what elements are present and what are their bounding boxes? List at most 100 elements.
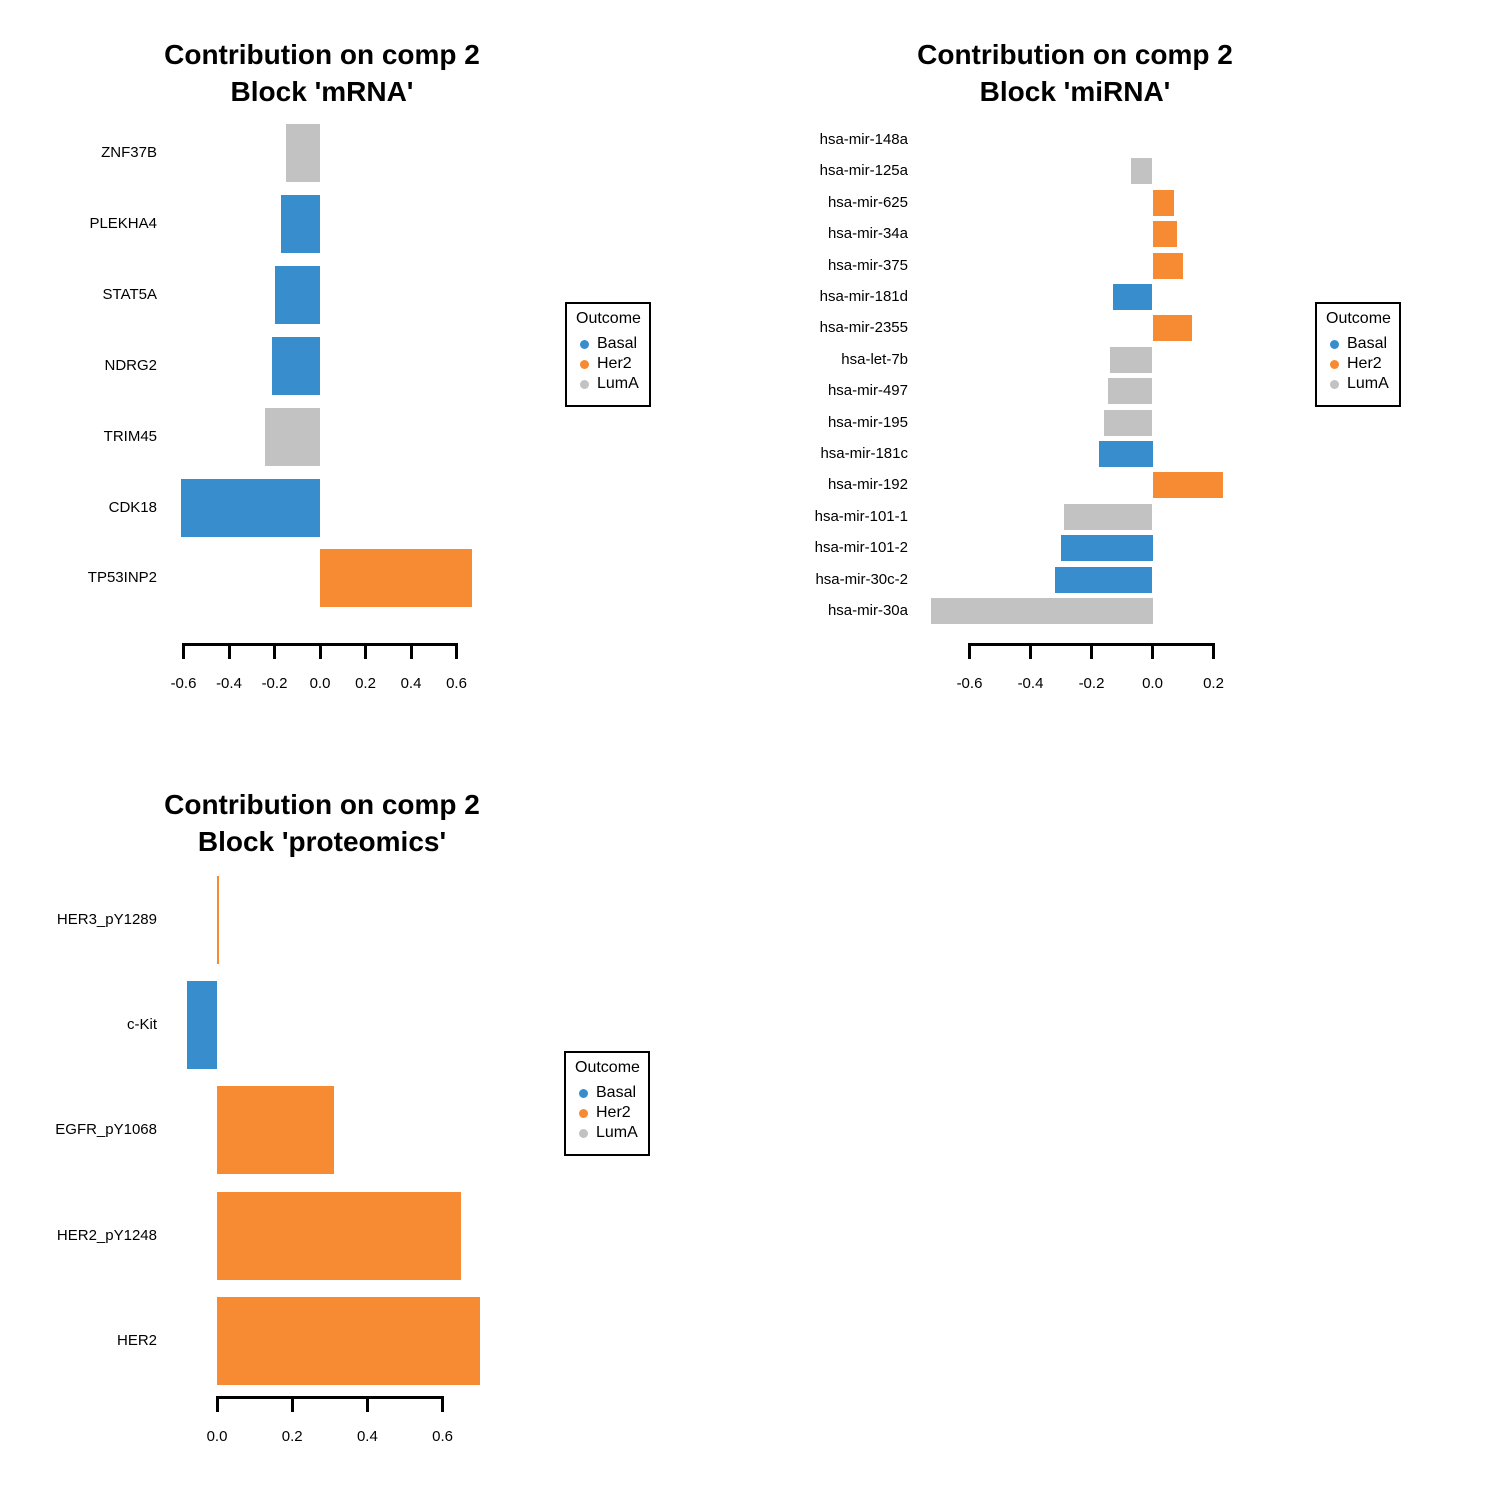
category-label: TRIM45	[103, 427, 157, 445]
legend-items: Basal Her2 LumA	[567, 334, 649, 394]
legend-proteomics: Outcome Basal Her2 LumA	[564, 1051, 650, 1156]
category-label: HER3_pY1289	[56, 911, 157, 928]
bar-hsa-mir-497	[1108, 378, 1153, 405]
legend-item-label: Her2	[596, 1104, 631, 1121]
basal-dot	[579, 1088, 588, 1098]
legend-item-label: Basal	[597, 335, 638, 352]
x-axis-tick-label: -0.4	[216, 675, 242, 692]
category-label: STAT5A	[102, 285, 157, 303]
category-label: PLEKHA4	[89, 214, 157, 232]
x-axis-tick-label: -0.4	[1017, 675, 1044, 692]
x-axis-tick-label: -0.6	[170, 675, 197, 692]
category-label: hsa-mir-101-1	[814, 507, 908, 525]
x-axis-tick	[409, 643, 413, 659]
her2-dot	[1330, 359, 1339, 369]
chart-title-line1: Contribution on comp 2	[164, 39, 480, 70]
legend-title: Outcome	[576, 310, 641, 327]
category-label: hsa-mir-181d	[819, 288, 908, 305]
bar-STAT5A	[274, 265, 320, 324]
category-label: ZNF37B	[101, 144, 157, 161]
category-label: hsa-let-7b	[841, 350, 908, 368]
x-axis-tick-label: -0.2	[261, 675, 288, 692]
chart-subtitle-line2: Block 'proteomics'	[197, 826, 447, 857]
category-label: hsa-mir-148a	[819, 131, 908, 148]
x-axis-tick-label: -0.6	[956, 675, 983, 692]
legend-item-label: LumA	[1347, 375, 1389, 392]
x-axis-tick	[215, 1396, 219, 1412]
bar-CDK18	[181, 478, 320, 537]
legend-item: Her2	[1317, 354, 1399, 374]
x-axis-tick-label: 0.2	[355, 675, 376, 692]
category-label: hsa-mir-125a	[819, 162, 908, 180]
bar-TRIM45	[265, 407, 320, 466]
chart-title-line1: Contribution on comp 2	[164, 789, 480, 820]
x-axis-tick	[318, 643, 322, 659]
bar-hsa-mir-125a	[1131, 158, 1153, 185]
her2-dot	[580, 359, 589, 369]
legend-item-label: Her2	[1347, 355, 1382, 372]
luma-dot	[580, 379, 589, 389]
bar-hsa-mir-625	[1152, 189, 1174, 216]
legend-item: Her2	[567, 354, 649, 374]
category-label: HER2	[116, 1331, 157, 1349]
bar-EGFR_pY1068	[217, 1086, 334, 1175]
bar-hsa-mir-2355	[1152, 315, 1193, 342]
bar-HER2_pY1248	[217, 1191, 462, 1280]
chart-subtitle-line2: Block 'mRNA'	[230, 76, 414, 107]
x-axis-tick-label: 0.4	[400, 675, 422, 692]
legend-item-label: Basal	[596, 1084, 637, 1101]
bar-NDRG2	[272, 336, 320, 395]
category-label: hsa-mir-625	[827, 193, 908, 211]
legend-item: Her2	[566, 1103, 648, 1123]
category-label: hsa-mir-497	[827, 382, 908, 400]
legend-mirna: Outcome Basal Her2 LumA	[1315, 302, 1401, 407]
her2-dot	[579, 1108, 588, 1118]
luma-dot	[579, 1128, 588, 1138]
bar-hsa-mir-34a	[1152, 221, 1177, 248]
x-axis-tick	[441, 1396, 445, 1412]
basal-dot	[1330, 339, 1339, 349]
category-label: hsa-mir-2355	[819, 319, 908, 337]
x-axis-tick	[1151, 643, 1154, 659]
category-label: c-Kit	[127, 1016, 157, 1034]
x-axis-tick	[182, 643, 185, 659]
x-axis-tick	[365, 1396, 369, 1412]
chart-subtitle-line2: Block 'miRNA'	[979, 76, 1171, 107]
x-axis-tick	[364, 643, 367, 659]
category-label: TP53INP2	[87, 569, 157, 587]
category-label: NDRG2	[104, 356, 157, 374]
legend-item-label: LumA	[596, 1124, 638, 1141]
category-label: hsa-mir-181c	[820, 445, 908, 462]
bar-hsa-let-7b	[1109, 346, 1153, 373]
category-label: hsa-mir-101-2	[814, 539, 908, 557]
legend-item: LumA	[567, 374, 649, 394]
legend-item: LumA	[566, 1123, 648, 1143]
bar-hsa-mir-30a	[931, 598, 1153, 624]
x-axis-tick-label: 0.4	[356, 1428, 378, 1445]
x-axis-tick-label: 0.2	[1203, 675, 1224, 692]
x-axis-tick-label: 0.0	[206, 1428, 228, 1445]
bar-hsa-mir-181d	[1112, 284, 1153, 310]
bar-PLEKHA4	[281, 194, 320, 253]
bar-hsa-mir-195	[1103, 409, 1153, 436]
bar-hsa-mir-375	[1152, 252, 1183, 279]
x-axis-tick-label: -0.2	[1078, 675, 1105, 692]
legend-item-label: Basal	[1347, 335, 1388, 352]
legend-items: Basal Her2 LumA	[566, 1083, 648, 1143]
bar-hsa-mir-101-1	[1064, 503, 1153, 530]
bar-HER2	[217, 1296, 481, 1385]
legend-item-label: LumA	[597, 375, 639, 392]
bar-hsa-mir-30c-2	[1054, 566, 1153, 593]
x-axis-tick-label: 0.0	[309, 675, 331, 692]
chart-title-proteomics: Contribution on comp 2 Block 'proteomics…	[42, 786, 602, 860]
legend-item: Basal	[1317, 334, 1399, 354]
legend-item: Basal	[566, 1083, 648, 1103]
x-axis-tick	[455, 643, 458, 659]
x-axis-tick	[290, 1396, 294, 1412]
x-axis-tick	[273, 643, 276, 659]
category-label: hsa-mir-30c-2	[815, 570, 908, 588]
x-axis-tick	[1212, 643, 1215, 659]
basal-dot	[580, 339, 589, 349]
category-label: EGFR_pY1068	[55, 1121, 157, 1139]
